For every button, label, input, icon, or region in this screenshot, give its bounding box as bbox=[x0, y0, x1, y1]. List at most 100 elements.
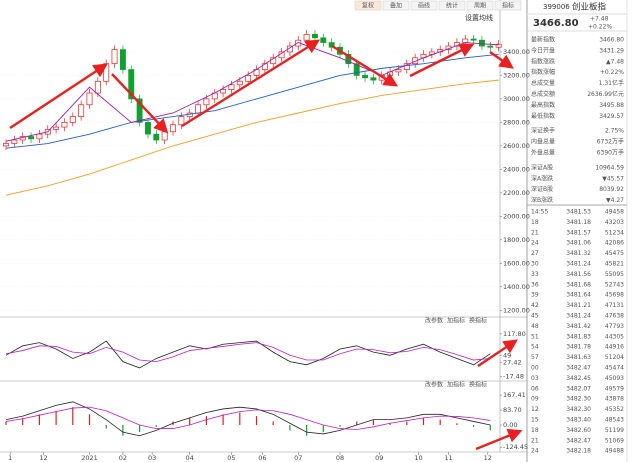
x-tick-label: 12 bbox=[39, 454, 47, 462]
y-tick-label: 1800.00 bbox=[503, 236, 530, 244]
arrow bbox=[489, 51, 514, 69]
trade-volume: 51234 bbox=[605, 229, 624, 236]
y-tick-label: 1200.00 bbox=[503, 306, 530, 314]
panel-button[interactable]: 换指标 bbox=[469, 317, 487, 325]
quote-pct: +0.22% bbox=[588, 24, 612, 31]
quote-label: 外盘总量 bbox=[531, 149, 555, 157]
candle-body bbox=[178, 116, 185, 126]
quote-label: 总成交额 bbox=[531, 90, 555, 98]
trade-volume: 45093 bbox=[605, 375, 624, 382]
trade-volume: 43878 bbox=[605, 396, 624, 403]
candle-body bbox=[312, 33, 318, 39]
arrow bbox=[9, 63, 109, 130]
y-tick-label: 2800.00 bbox=[503, 118, 530, 126]
toolbar-button[interactable] bbox=[438, 0, 466, 11]
candle-body bbox=[94, 80, 101, 94]
trade-time: 54 bbox=[531, 344, 539, 351]
y-tick-label: 49 bbox=[503, 352, 511, 360]
quote-label: 深证B股 bbox=[531, 185, 553, 193]
x-tick-label: 11 bbox=[444, 454, 452, 462]
y-tick-label: 0.00 bbox=[503, 421, 517, 429]
trade-volume: 47638 bbox=[605, 313, 624, 320]
toolbar-label: 指标 bbox=[502, 1, 514, 9]
candle-body bbox=[353, 63, 360, 76]
ma-line bbox=[5, 42, 499, 142]
trade-price: 3482.30 bbox=[566, 406, 591, 413]
candle-body bbox=[228, 84, 235, 90]
trade-volume: 49458 bbox=[605, 209, 624, 216]
y-tick-label: 2200.00 bbox=[503, 189, 530, 197]
trade-price: 3481.06 bbox=[566, 240, 591, 247]
y-tick-label: 1600.00 bbox=[503, 259, 530, 267]
candle-body bbox=[328, 42, 335, 48]
x-tick-label: 09 bbox=[375, 454, 383, 462]
y-tick-label: 167.41 bbox=[503, 391, 526, 399]
toolbar-button[interactable] bbox=[410, 0, 438, 11]
ma-setting[interactable]: 设置均线 bbox=[465, 13, 493, 22]
panel-button[interactable]: 换指标 bbox=[469, 381, 487, 389]
quote-label: 深证A股 bbox=[531, 163, 553, 171]
x-tick-label: 03 bbox=[148, 454, 156, 462]
trade-volume: 55095 bbox=[605, 271, 624, 278]
trade-price: 3482.45 bbox=[566, 375, 591, 382]
trade-price: 3481.24 bbox=[566, 313, 591, 320]
trade-time: 14:55 bbox=[531, 209, 548, 216]
quote-value: 6732万手 bbox=[597, 138, 624, 146]
quote-name: 创业板指 bbox=[572, 2, 607, 13]
panel-button[interactable]: 加指标 bbox=[447, 317, 465, 325]
candle-body bbox=[320, 37, 327, 43]
indicator-line bbox=[5, 401, 491, 437]
candle-body bbox=[470, 38, 477, 41]
toolbar-button[interactable] bbox=[382, 0, 410, 11]
x-tick-label: 12 bbox=[484, 454, 492, 462]
trade-volume: 44305 bbox=[605, 333, 624, 340]
trade-time: 45 bbox=[531, 313, 539, 320]
trade-time: 12 bbox=[531, 406, 539, 413]
candle-body bbox=[153, 133, 160, 141]
toolbar-label: 周期 bbox=[474, 1, 486, 9]
quote-change: +7.48 bbox=[590, 16, 609, 23]
indicator-line bbox=[5, 342, 491, 363]
toolbar-label: 复权 bbox=[362, 1, 374, 9]
x-tick-label: 06 bbox=[258, 454, 266, 462]
trade-price: 3481.63 bbox=[566, 354, 591, 361]
arrow bbox=[409, 43, 475, 78]
toolbar-button[interactable] bbox=[466, 0, 494, 11]
annotations bbox=[9, 39, 523, 451]
quote-label: 最低指数 bbox=[531, 112, 555, 120]
trade-time: 48 bbox=[531, 323, 539, 330]
trade-time: 24 bbox=[531, 448, 539, 455]
trade-time: 21 bbox=[531, 437, 539, 444]
trade-volume: 51204 bbox=[605, 354, 624, 361]
trade-volume: 44916 bbox=[605, 344, 624, 351]
candle-body bbox=[111, 49, 118, 65]
candle-body bbox=[61, 122, 68, 128]
panel-button[interactable]: 改参数 bbox=[425, 381, 443, 389]
panel-button[interactable]: 改参数 bbox=[425, 317, 443, 325]
y-tick-label: 83.70 bbox=[503, 406, 522, 414]
toolbar-button[interactable] bbox=[494, 0, 522, 11]
trade-time: 27 bbox=[531, 250, 539, 257]
y-tick-label: 3200.00 bbox=[503, 71, 530, 79]
toolbar-button[interactable] bbox=[354, 0, 382, 11]
toolbar-label: 叠加 bbox=[390, 1, 402, 9]
trade-time: 39 bbox=[531, 292, 539, 299]
arrow bbox=[181, 39, 321, 128]
trade-volume: 51069 bbox=[605, 437, 624, 444]
y-tick-label: 117.80 bbox=[503, 330, 526, 338]
trade-price: 3481.64 bbox=[566, 292, 591, 299]
candle-body bbox=[236, 80, 243, 86]
quote-value: 3466.80 bbox=[599, 37, 624, 44]
trade-price: 3481.24 bbox=[566, 261, 591, 268]
panel-button[interactable]: 加指标 bbox=[447, 381, 465, 389]
trade-price: 3481.32 bbox=[566, 250, 591, 257]
trade-time: 06 bbox=[531, 385, 539, 392]
trade-price: 3482.47 bbox=[566, 437, 591, 444]
trade-time: 36 bbox=[531, 281, 539, 288]
candle-body bbox=[479, 39, 485, 47]
x-tick-label: 2021 bbox=[81, 454, 98, 462]
quote-label: 今日开盘 bbox=[531, 46, 555, 54]
trade-volume: 47793 bbox=[605, 323, 624, 330]
trade-volume: 51199 bbox=[605, 427, 624, 434]
